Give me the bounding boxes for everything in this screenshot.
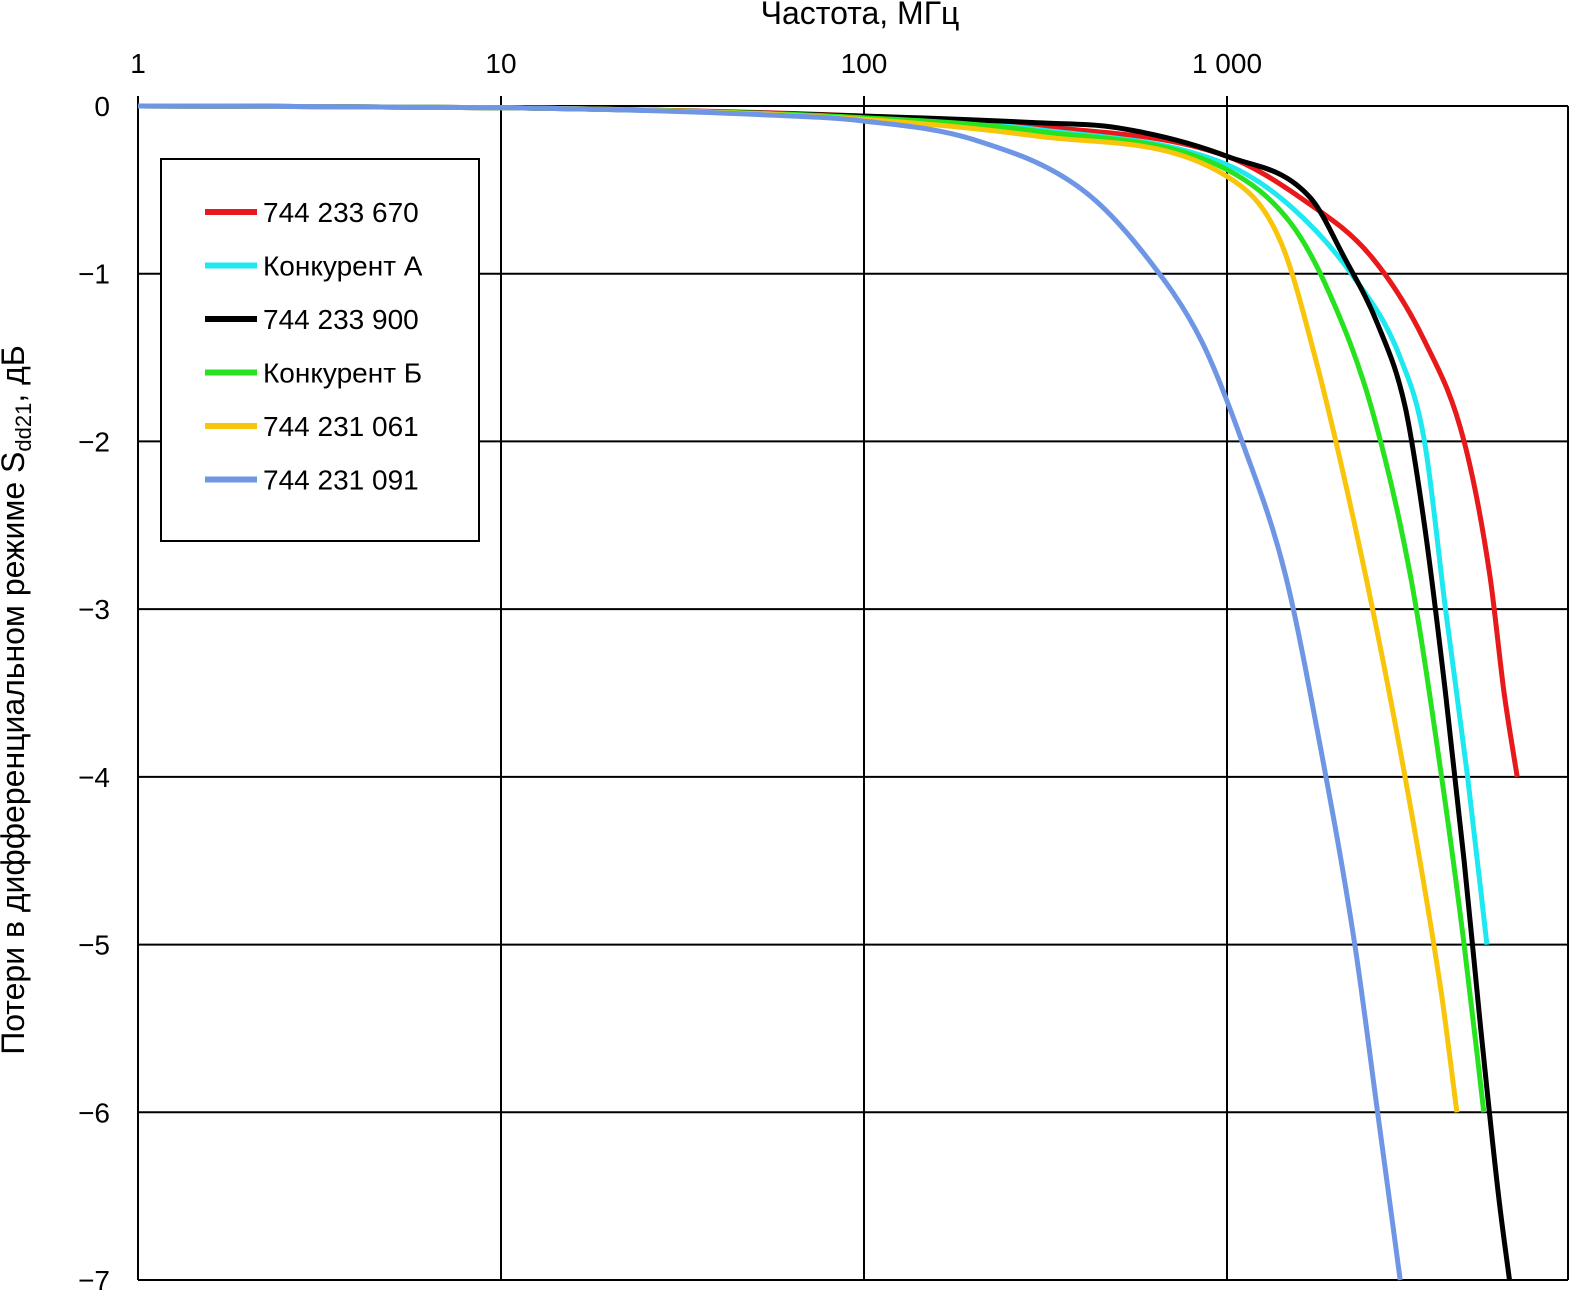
legend-label: 744 233 670 — [263, 197, 419, 228]
x-tick-label: 1 000 — [1192, 48, 1262, 79]
y-axis-title-subscript: dd21 — [11, 403, 36, 452]
y-axis-title-main: Потери в дифференциальном режиме S — [0, 452, 31, 1055]
y-tick-label: −5 — [78, 930, 110, 961]
y-tick-label: −3 — [78, 594, 110, 625]
series-line-6 — [137, 103, 1403, 1281]
axis-labels: 1 10 100 1 000 0 −1 −2 −3 −4 −5 −6 −7 — [78, 48, 1262, 1296]
y-axis-title-tail: , дБ — [0, 345, 31, 402]
legend-label: Конкурент Б — [263, 358, 422, 389]
series-layer — [137, 103, 1520, 1281]
legend-label: Конкурент А — [263, 251, 423, 282]
y-tick-label: −6 — [78, 1097, 110, 1128]
x-tick-label: 1 — [130, 48, 146, 79]
x-axis-title: Частота, МГц — [761, 0, 960, 31]
legend-label: 744 231 091 — [263, 465, 419, 496]
legend-label: 744 233 900 — [263, 304, 419, 335]
y-tick-label: −1 — [78, 259, 110, 290]
y-tick-label: 0 — [94, 91, 110, 122]
x-tick-label: 10 — [485, 48, 516, 79]
y-tick-label: −4 — [78, 762, 110, 793]
x-tick-label: 100 — [841, 48, 888, 79]
y-axis-title: Потери в дифференциальном режиме Sdd21, … — [0, 345, 36, 1055]
y-tick-label: −2 — [78, 426, 110, 457]
legend-label: 744 231 061 — [263, 411, 419, 442]
legend: 744 233 670 Конкурент А 744 233 900 Конкуре… — [160, 158, 480, 542]
y-tick-label: −7 — [78, 1265, 110, 1296]
